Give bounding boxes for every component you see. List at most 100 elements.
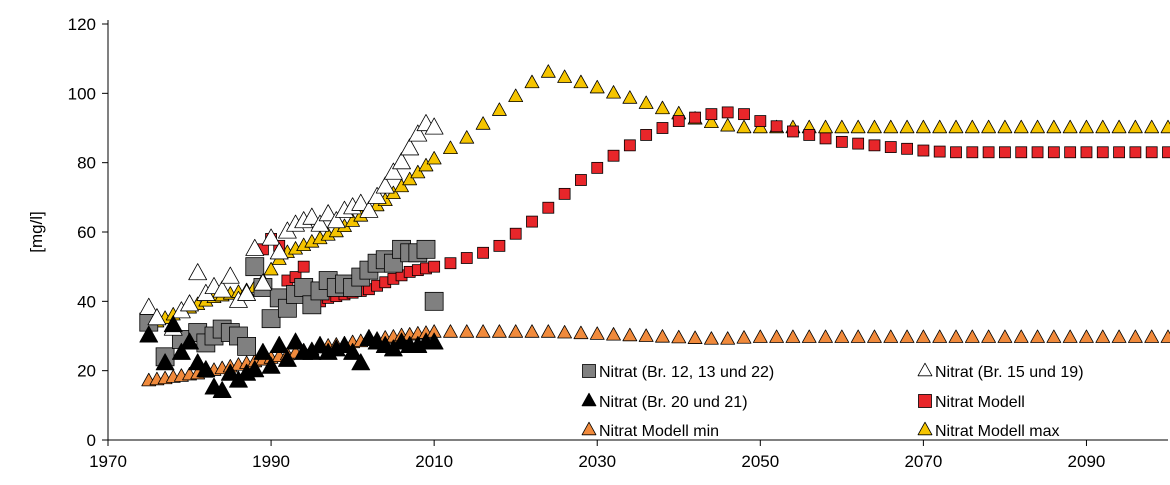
data-point (262, 310, 280, 328)
data-point (672, 330, 686, 343)
data-point (429, 261, 440, 272)
legend-marker (583, 365, 596, 378)
data-point (1096, 330, 1110, 343)
x-tick-label: 2030 (578, 452, 616, 471)
data-point (900, 120, 914, 133)
data-point (262, 229, 280, 245)
data-point (1031, 120, 1045, 133)
data-point (1048, 147, 1059, 158)
data-point (835, 330, 849, 343)
data-point (934, 146, 945, 157)
data-point (949, 330, 963, 343)
data-point (853, 138, 864, 149)
data-point (851, 330, 865, 343)
data-point (592, 162, 603, 173)
data-point (1079, 330, 1093, 343)
data-point (623, 91, 637, 104)
data-point (527, 216, 538, 227)
legend-marker (919, 395, 932, 408)
data-point (1163, 147, 1170, 158)
data-point (543, 202, 554, 213)
x-tick-label: 2050 (741, 452, 779, 471)
legend-marker (918, 363, 932, 376)
legend-label: Nitrat Modell min (599, 423, 719, 440)
data-point (1145, 120, 1159, 133)
data-point (819, 330, 833, 343)
data-point (1032, 147, 1043, 158)
data-point (525, 75, 539, 88)
x-tick-label: 2010 (415, 452, 453, 471)
data-point (739, 109, 750, 120)
y-tick-label: 40 (77, 292, 96, 311)
y-tick-label: 0 (87, 431, 96, 450)
data-point (221, 267, 239, 283)
data-point (965, 120, 979, 133)
data-point (753, 330, 767, 343)
legend-label: Nitrat (Br. 15 und 19) (935, 364, 1084, 381)
data-point (460, 325, 474, 338)
y-tick-label: 120 (68, 15, 96, 34)
data-point (445, 258, 456, 269)
data-point (509, 89, 523, 102)
data-point (1114, 147, 1125, 158)
data-point (982, 330, 996, 343)
data-point (246, 258, 264, 276)
y-axis-label: [mg/l] (27, 211, 46, 253)
data-point (902, 143, 913, 154)
data-point (965, 330, 979, 343)
data-point (1063, 330, 1077, 343)
data-point (639, 96, 653, 109)
data-point (590, 80, 604, 93)
data-point (607, 86, 621, 99)
data-point (425, 292, 443, 310)
data-point (820, 133, 831, 144)
data-point (704, 332, 718, 345)
legend-item: Nitrat (Br. 20 und 21) (582, 393, 748, 411)
data-point (998, 120, 1012, 133)
data-point (737, 331, 751, 344)
data-point (541, 325, 555, 338)
legend-item: Nitrat Modell max (918, 422, 1059, 440)
data-point (916, 330, 930, 343)
data-point (786, 330, 800, 343)
data-point (1016, 147, 1027, 158)
data-point (1145, 330, 1159, 343)
data-point (721, 332, 735, 345)
data-point (189, 264, 207, 280)
data-point (574, 326, 588, 339)
data-point (639, 329, 653, 342)
legend-label: Nitrat (Br. 20 und 21) (599, 394, 748, 411)
data-point (655, 101, 669, 114)
data-point (673, 116, 684, 127)
legend-marker (918, 422, 932, 435)
legend-item: Nitrat Modell min (582, 422, 719, 440)
x-tick-label: 2070 (904, 452, 942, 471)
data-point (1014, 120, 1028, 133)
data-point (510, 228, 521, 239)
data-point (1112, 330, 1126, 343)
data-point (494, 240, 505, 251)
y-tick-label: 60 (77, 223, 96, 242)
data-point (623, 328, 637, 341)
data-point (999, 147, 1010, 158)
data-point (982, 120, 996, 133)
data-point (460, 131, 474, 144)
data-point (1047, 330, 1061, 343)
data-point (918, 145, 929, 156)
data-point (900, 330, 914, 343)
data-point (770, 330, 784, 343)
legend-item: Nitrat Modell (919, 394, 1025, 411)
data-point (574, 75, 588, 88)
data-point (443, 141, 457, 154)
legend: Nitrat (Br. 12, 13 und 22)Nitrat (Br. 15… (582, 363, 1084, 440)
data-point (1097, 147, 1108, 158)
data-point (575, 175, 586, 186)
data-point (476, 117, 490, 130)
data-point (885, 142, 896, 153)
data-point (706, 109, 717, 120)
series-2 (257, 107, 1170, 307)
data-point (690, 112, 701, 123)
x-tick-label: 2090 (1068, 452, 1106, 471)
